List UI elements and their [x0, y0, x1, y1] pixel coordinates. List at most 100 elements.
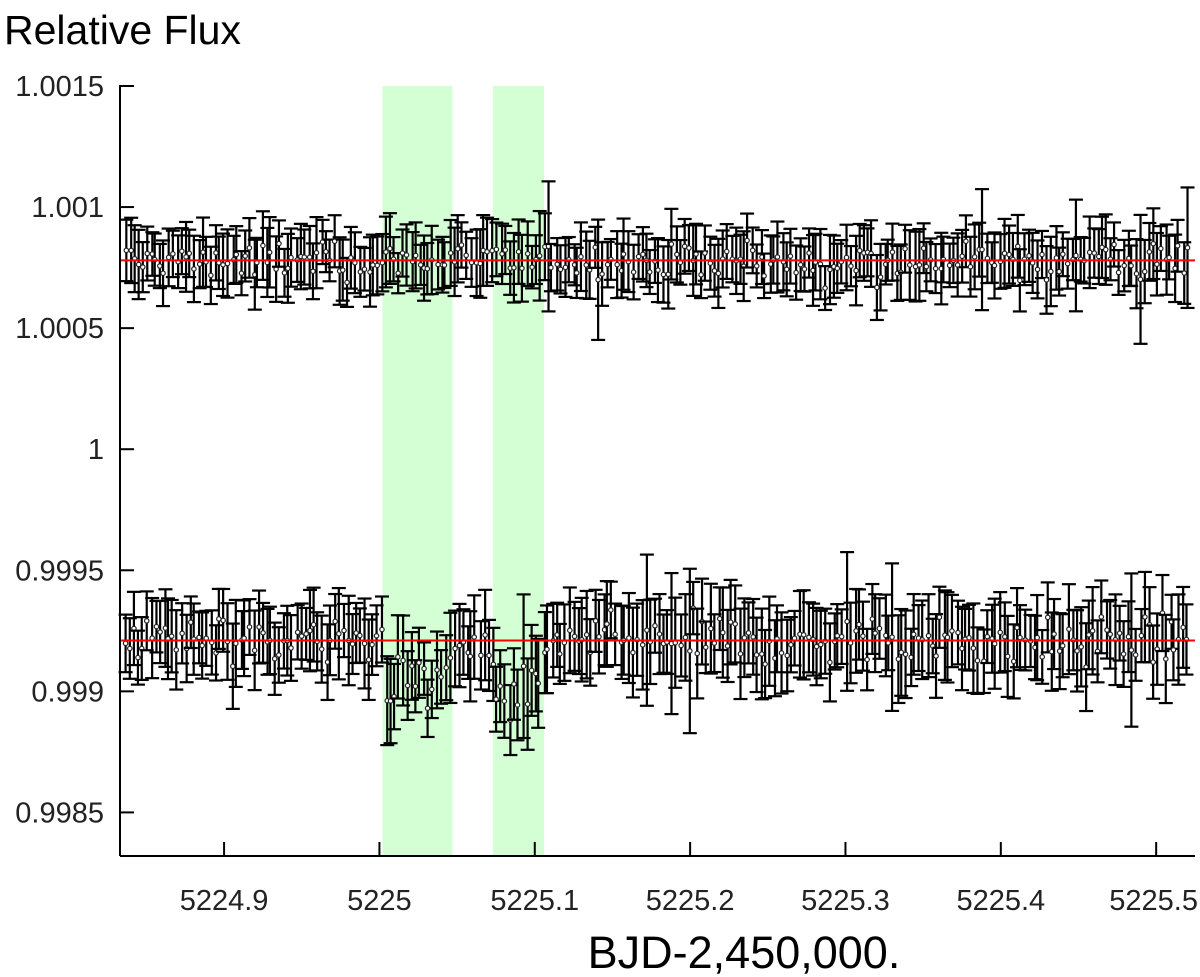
data-point [697, 224, 712, 282]
data-point [158, 588, 173, 668]
data-point [1055, 613, 1070, 679]
data-point [950, 599, 965, 666]
data-point [723, 578, 738, 666]
data-point [894, 607, 909, 697]
data-point [369, 604, 384, 668]
data-point [309, 215, 324, 290]
data-point [984, 241, 999, 284]
data-point [818, 265, 833, 312]
data-point [145, 231, 160, 277]
y-axis-title: Relative Flux [4, 7, 241, 53]
data-point [830, 603, 845, 669]
data-point [728, 584, 743, 664]
data-point [294, 602, 309, 670]
data-point [1121, 600, 1136, 674]
data-point [165, 229, 180, 279]
data-point [865, 582, 880, 656]
data-point [399, 223, 414, 287]
data-point [209, 624, 224, 682]
data-point [277, 247, 292, 298]
data-point [506, 647, 521, 721]
data-point [1010, 213, 1025, 279]
data-point [208, 224, 223, 282]
data-point [532, 209, 547, 302]
x-tick-label: 5225.2 [646, 885, 735, 917]
data-point [262, 216, 277, 289]
data-point [1061, 583, 1076, 676]
data-point [911, 604, 926, 673]
data-point [1000, 614, 1015, 699]
data-point [186, 234, 201, 304]
data-point [541, 180, 556, 313]
data-point [124, 216, 139, 285]
data-point [783, 227, 798, 285]
data-point [898, 609, 913, 700]
data-point [450, 214, 465, 284]
data-point [856, 224, 871, 282]
data-point [1158, 613, 1173, 705]
data-point [849, 234, 864, 307]
data-point [967, 223, 982, 291]
data-point [656, 613, 671, 674]
data-point [349, 601, 364, 665]
data-point [966, 602, 981, 695]
data-point [944, 593, 959, 669]
data-point [929, 613, 944, 699]
data-point [140, 225, 155, 282]
data-point [942, 242, 957, 289]
data-point [682, 567, 697, 735]
data-point [196, 216, 211, 288]
data-point [195, 611, 210, 680]
data-point [1133, 213, 1148, 345]
data-point [318, 230, 333, 274]
data-point [1074, 606, 1089, 688]
data-point [225, 622, 240, 710]
data-point [891, 614, 906, 705]
data-point [749, 243, 764, 289]
data-point [1044, 611, 1059, 692]
data-point [1068, 198, 1083, 313]
data-point [353, 245, 368, 298]
data-point [531, 637, 546, 729]
x-tick-label: 5225.5 [1109, 885, 1198, 917]
data-point [306, 586, 321, 663]
data-point [906, 592, 921, 676]
data-point [639, 553, 654, 707]
x-tick-label: 5225.3 [801, 885, 890, 917]
data-point [669, 225, 684, 284]
data-point [1180, 186, 1195, 310]
data-point [783, 615, 798, 674]
data-point [703, 582, 718, 675]
y-tick-label: 1.0005 [15, 313, 104, 345]
y-tick-label: 0.9985 [15, 797, 104, 829]
data-point [746, 597, 761, 676]
data-point [260, 226, 275, 299]
y-tick-label: 0.999 [31, 676, 104, 708]
data-point [553, 244, 568, 295]
data-point [780, 618, 795, 693]
data-point [958, 214, 973, 269]
data-point [247, 609, 262, 692]
data-point [305, 242, 320, 301]
data-point [1124, 572, 1139, 728]
data-point [1177, 241, 1192, 305]
x-tick-label: 5225.1 [490, 885, 579, 917]
data-point [872, 597, 887, 660]
data-point [661, 238, 676, 310]
data-point [1146, 207, 1161, 281]
data-point [1006, 623, 1021, 700]
data-point [480, 216, 495, 287]
data-point [1030, 593, 1045, 682]
data-point [754, 607, 769, 701]
axes: 0.9985 0.999 0.9995 1 1.0005 1.001 1.0015 5224.… [15, 71, 1198, 917]
data-point [1010, 586, 1025, 669]
data-point [404, 631, 419, 701]
data-point [467, 594, 482, 680]
data-point [690, 607, 705, 700]
data-point [954, 605, 969, 692]
data-point [921, 593, 936, 679]
data-point [806, 233, 821, 307]
data-point [511, 218, 526, 286]
data-point [1128, 627, 1143, 682]
data-point [985, 603, 1000, 674]
